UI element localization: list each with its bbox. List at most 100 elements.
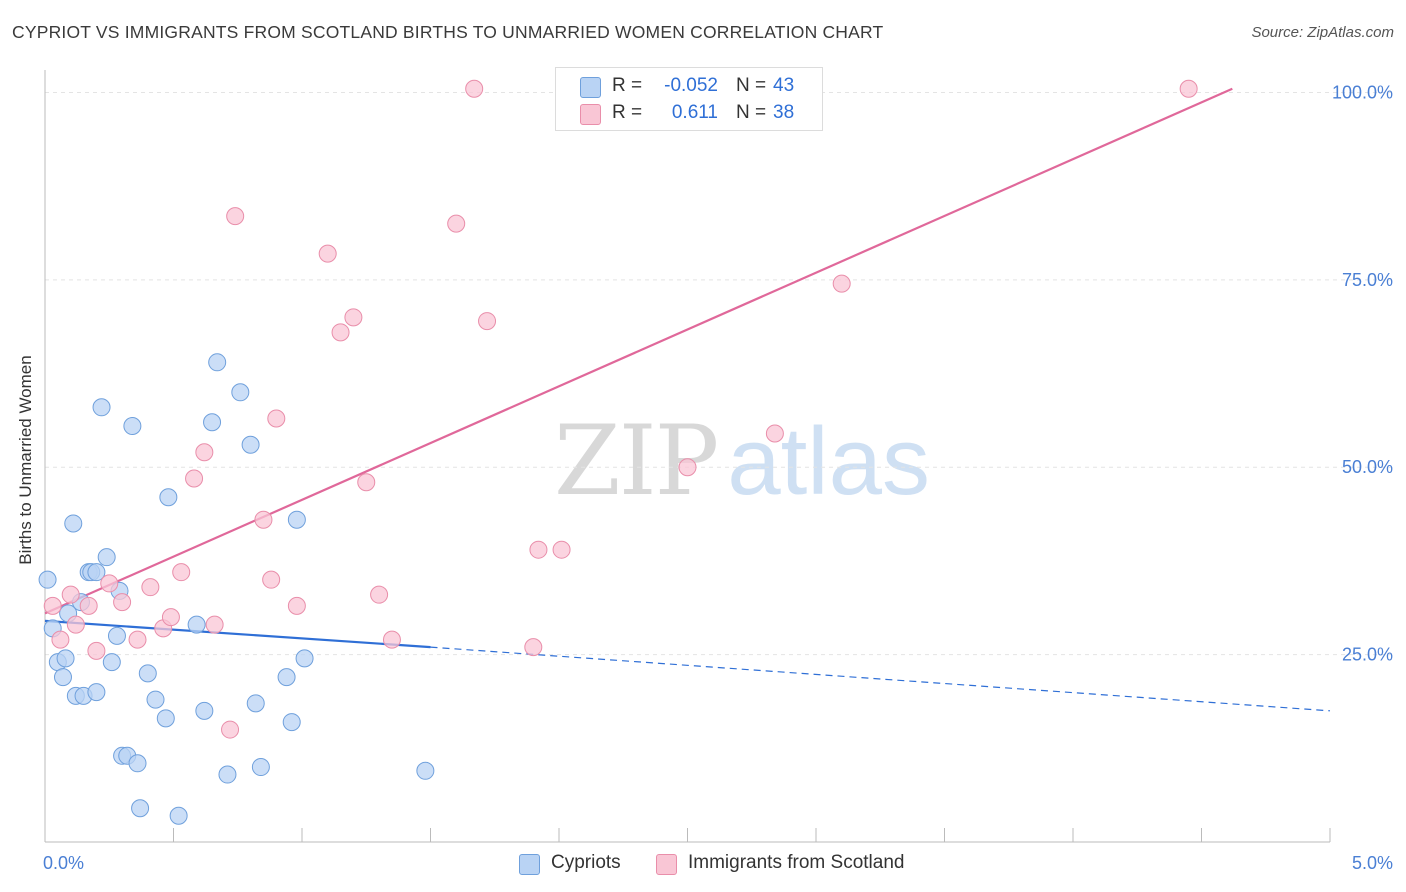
cypriots-point [56,649,75,668]
scotland-point [447,214,466,233]
cypriots-point [128,754,147,773]
scotland-point [524,638,543,657]
scotland-point [678,458,697,477]
cypriots-point [287,510,306,529]
cypriots-point [295,649,314,668]
r-value: 0.611 [671,102,718,123]
r-label: R = [612,102,643,123]
tick-labels: 25.0% 50.0% 75.0% 100.0% 0.0% 5.0% [43,82,1393,873]
cypriots-point [87,683,106,702]
cypriots-point [282,713,301,732]
y-tick-label: 50.0% [1342,457,1393,477]
scotland-point [529,540,548,559]
n-label: N = [736,75,767,96]
correlation-legend: R = -0.052 N = 43 R = 0.611 N = 38 [555,67,823,131]
scotland-point [465,79,484,98]
scotland-point [221,720,240,739]
chart-title: CYPRIOT VS IMMIGRANTS FROM SCOTLAND BIRT… [12,22,884,42]
scotland-point [51,630,70,649]
scotland-point [61,585,80,604]
y-tick-label: 75.0% [1342,270,1393,290]
cypriots-point [251,758,270,777]
cypriots-point [208,353,227,372]
legend-swatch-scotland [580,104,601,125]
watermark: ZIP atlas [554,405,930,517]
cypriots-point [64,514,83,533]
y-tick-label: 100.0% [1332,82,1393,102]
legend-swatch-cypriots [580,77,601,98]
scotland-point [262,570,281,589]
axes [44,70,1331,843]
scotland-point [172,563,191,582]
scotland-point [195,443,214,462]
scotland-point [318,244,337,263]
cypriots-point [146,690,165,709]
scotland-point [552,540,571,559]
cypriots-point [277,668,296,687]
scotland-point [370,585,389,604]
legend-swatch-scotland [656,854,677,875]
cypriots-point [38,570,57,589]
cypriots-point [102,653,121,672]
scotland-point [141,578,160,597]
scotland-point [357,473,376,492]
scotland-point [267,409,286,428]
legend-label-scotland: Immigrants from Scotland [688,852,905,873]
y-axis-label: Births to Unmarried Women [16,355,35,565]
cypriots-point [123,417,142,436]
cypriots-point [246,694,265,713]
scotland-point [832,274,851,293]
cypriots-point [138,664,157,683]
r-label: R = [612,75,643,96]
scotland-point [287,596,306,615]
data-points [38,79,1198,825]
cypriots-point [169,806,188,825]
scotland-point [226,207,245,226]
grid-lines [45,91,1392,656]
n-value: 38 [773,102,795,123]
series-legend: Cypriots Immigrants from Scotland [0,852,1406,878]
scotland-point [382,630,401,649]
cypriots-point [231,383,250,402]
cypriots-point [131,799,150,818]
scotland-point [331,323,350,342]
cypriots-point [92,398,111,417]
cypriots-point [241,435,260,454]
cypriots-point [416,761,435,780]
watermark-atlas: atlas [727,408,930,515]
scotland-point [43,596,62,615]
r-value: -0.052 [664,75,718,96]
scotland-point [344,308,363,327]
cypriots-point [195,701,214,720]
x-tick-label: 5.0% [1352,853,1393,873]
source-credit: Source: ZipAtlas.com [1251,24,1394,41]
cypriots-point [156,709,175,728]
scotland-point [765,424,784,443]
legend-label-cypriots: Cypriots [551,852,621,873]
cypriots-point [107,626,126,645]
cypriots-point [159,488,178,507]
cypriots-point [53,668,72,687]
scotland-point [66,615,85,634]
cypriots-trend-line [44,619,431,649]
scotland-point [161,608,180,627]
n-value: 43 [773,75,795,96]
scotland-point [254,510,273,529]
cypriots-point [187,615,206,634]
x-tick-label: 0.0% [43,853,84,873]
cypriots-point [218,765,237,784]
scotland-point [185,469,204,488]
scotland-point [113,593,132,612]
scotland-point [128,630,147,649]
trend-lines [44,87,1331,712]
scotland-point [478,312,497,331]
y-tick-label: 25.0% [1342,645,1393,665]
scotland-point [1179,79,1198,98]
scotland-point [100,574,119,593]
scotland-trend-line [44,87,1233,615]
legend-swatch-cypriots [519,854,540,875]
cypriots-point [203,413,222,432]
scotland-point [87,641,106,660]
scotland-point [205,615,224,634]
